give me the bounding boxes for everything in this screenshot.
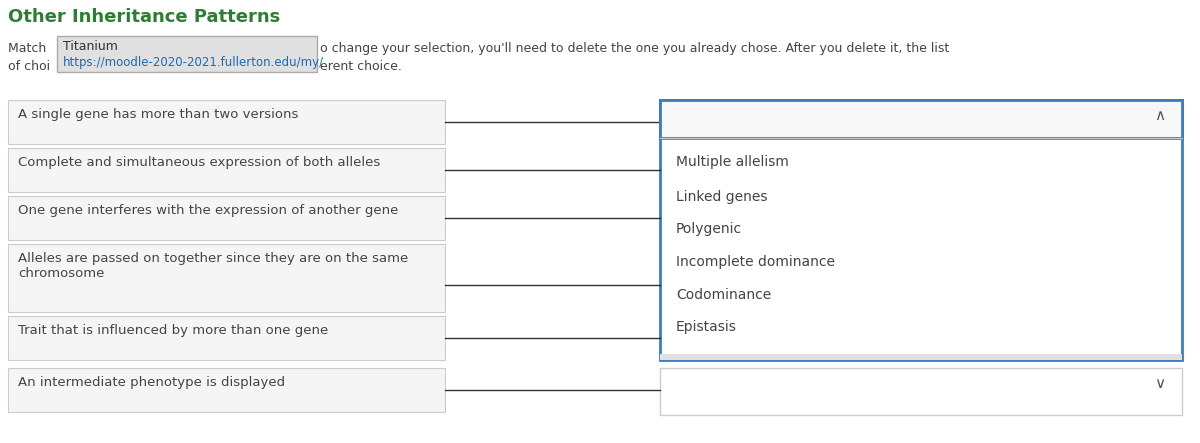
Text: A single gene has more than two versions: A single gene has more than two versions [18, 108, 299, 121]
Text: of choi: of choi [8, 60, 50, 73]
Bar [8, 244, 445, 312]
Text: Linked genes: Linked genes [676, 190, 768, 204]
Bar [660, 368, 1182, 415]
Text: An intermediate phenotype is displayed: An intermediate phenotype is displayed [18, 376, 286, 389]
Text: Incomplete dominance: Incomplete dominance [676, 255, 835, 269]
Bar [660, 100, 1182, 360]
Text: Epistasis: Epistasis [676, 320, 737, 334]
Bar [660, 354, 1182, 360]
Text: Match: Match [8, 42, 50, 55]
Text: o change your selection, you'll need to delete the one you already chose. After : o change your selection, you'll need to … [320, 42, 949, 55]
Text: ∨: ∨ [1154, 376, 1165, 391]
Text: ∧: ∧ [1154, 108, 1165, 123]
Text: Trait that is influenced by more than one gene: Trait that is influenced by more than on… [18, 324, 329, 337]
Text: One gene interferes with the expression of another gene: One gene interferes with the expression … [18, 204, 398, 217]
Text: Alleles are passed on together since they are on the same
chromosome: Alleles are passed on together since the… [18, 252, 408, 280]
Text: Codominance: Codominance [676, 288, 772, 302]
Text: Polygenic: Polygenic [676, 222, 742, 236]
Bar [8, 316, 445, 360]
Text: Multiple allelism: Multiple allelism [676, 155, 788, 169]
Bar [660, 100, 1182, 138]
Text: Complete and simultaneous expression of both alleles: Complete and simultaneous expression of … [18, 156, 380, 169]
Bar [8, 368, 445, 412]
Bar [8, 196, 445, 240]
Text: Titanium: Titanium [64, 40, 118, 53]
Text: https://moodle-2020-2021.fullerton.edu/my/: https://moodle-2020-2021.fullerton.edu/m… [64, 56, 324, 69]
Bar [8, 148, 445, 192]
Bar [8, 100, 445, 144]
Text: erent choice.: erent choice. [320, 60, 402, 73]
Text: Other Inheritance Patterns: Other Inheritance Patterns [8, 8, 281, 26]
Bar [58, 36, 317, 72]
